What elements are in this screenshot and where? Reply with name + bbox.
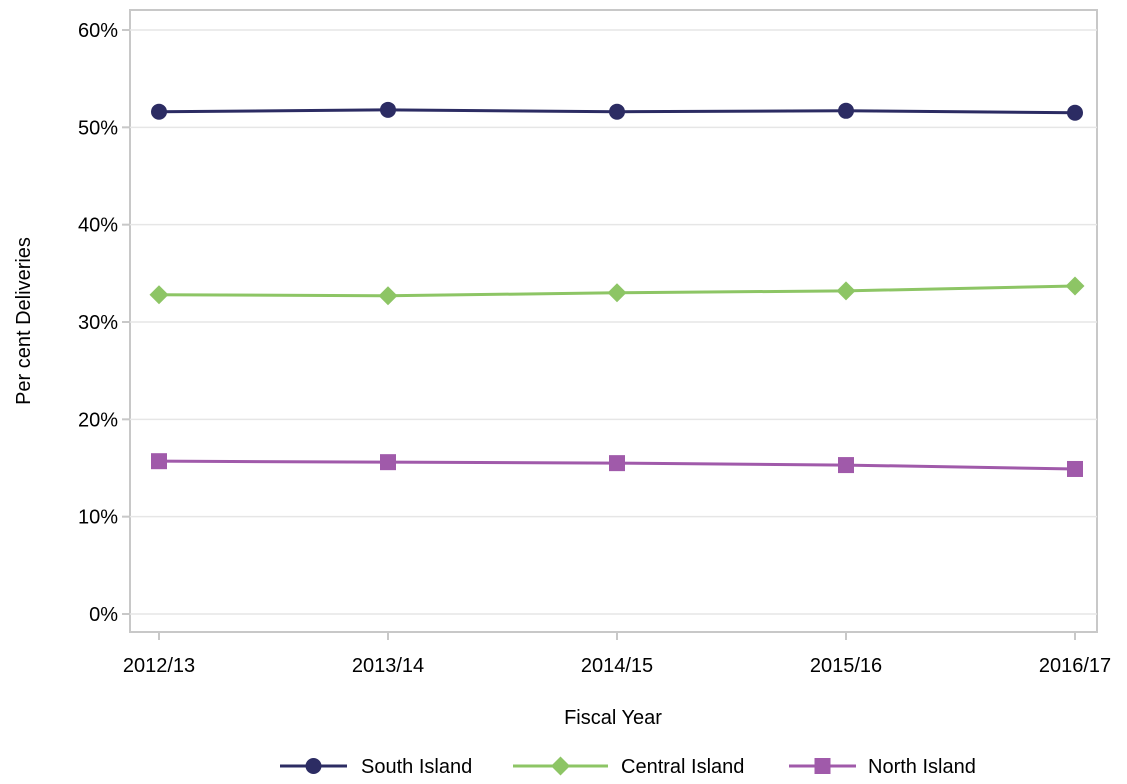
- x-tick-label: 2014/15: [581, 655, 653, 677]
- data-point: [380, 454, 396, 471]
- data-point: [609, 103, 625, 120]
- data-point: [1067, 104, 1083, 121]
- legend-item: South Island: [280, 756, 472, 778]
- legend-label: South Island: [361, 756, 472, 778]
- plot-frame: [129, 9, 1098, 633]
- data-point: [378, 286, 398, 306]
- data-point: [607, 283, 627, 303]
- y-axis-ticks: 0% 10% 20% 30% 40% 50% 60%: [78, 20, 130, 626]
- series-central-island: [149, 276, 1085, 306]
- series-south-island: [151, 101, 1083, 121]
- x-tick-label: 2013/14: [352, 655, 424, 677]
- x-axis-label: Fiscal Year: [564, 707, 662, 729]
- y-axis-label: Per cent Deliveries: [13, 237, 35, 405]
- legend-label: Central Island: [621, 756, 744, 778]
- data-point: [1067, 460, 1083, 477]
- legend-item: Central Island: [513, 756, 744, 778]
- x-tick-label: 2012/13: [123, 655, 195, 677]
- data-point: [151, 453, 167, 470]
- series-group: [149, 101, 1085, 477]
- data-point: [836, 281, 856, 301]
- data-point: [151, 103, 167, 120]
- data-point: [838, 102, 854, 119]
- y-tick-label: 40%: [78, 215, 118, 237]
- legend-item: North Island: [789, 756, 976, 778]
- x-tick-label: 2015/16: [810, 655, 882, 677]
- y-tick-label: 50%: [78, 117, 118, 139]
- legend-marker: [305, 758, 322, 774]
- y-tick-label: 60%: [78, 20, 118, 42]
- legend: South Island Central Island North Island: [280, 756, 976, 778]
- legend-label: North Island: [868, 756, 976, 778]
- data-point: [838, 457, 854, 474]
- data-point: [609, 455, 625, 472]
- data-point: [380, 101, 396, 118]
- y-tick-label: 0%: [89, 604, 118, 626]
- data-point: [1065, 276, 1085, 296]
- gridlines: [130, 29, 1097, 615]
- data-point: [149, 285, 169, 305]
- y-tick-label: 20%: [78, 409, 118, 431]
- series-north-island: [151, 453, 1083, 477]
- x-axis-ticks: 2012/13 2013/14 2014/15 2015/16 2016/17: [123, 632, 1111, 677]
- y-tick-label: 10%: [78, 507, 118, 529]
- x-tick-label: 2016/17: [1039, 655, 1111, 677]
- legend-marker: [551, 756, 570, 776]
- y-tick-label: 30%: [78, 312, 118, 334]
- legend-marker: [814, 758, 831, 774]
